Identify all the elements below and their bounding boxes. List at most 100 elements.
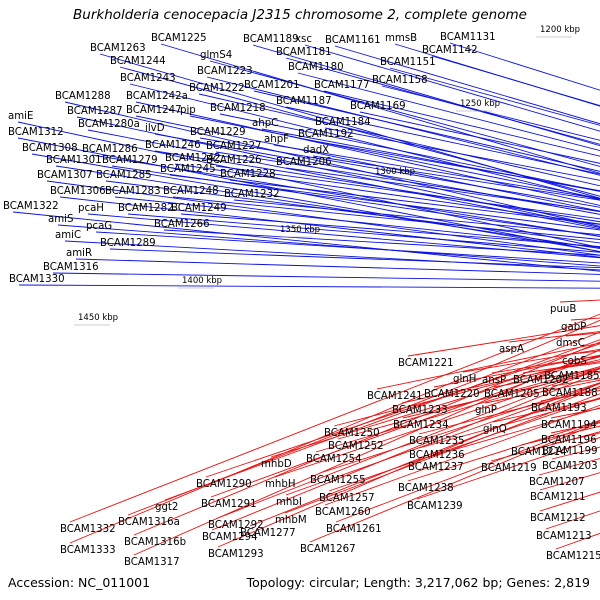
reverse-gene-label: BCAM1215 (546, 551, 600, 562)
reverse-gene-label: BCAM1257 (319, 493, 375, 504)
reverse-gene-label: BCAM1316b (124, 537, 186, 548)
reverse-gene-connector (69, 313, 600, 523)
forward-gene-label: BCAM1244 (110, 56, 166, 67)
forward-gene-label: BCAM1227 (206, 141, 262, 152)
forward-gene-connector (64, 101, 600, 227)
forward-gene-connector (359, 111, 600, 164)
reverse-gene-connector (319, 382, 600, 474)
reverse-gene-label: mhbH (265, 479, 296, 490)
reverse-gene-connector (324, 404, 600, 506)
reverse-gene-connector (285, 383, 600, 496)
forward-gene-connector (198, 93, 600, 187)
scale-tick-label: 1300 kbp (375, 167, 415, 177)
reverse-gene-connector (462, 348, 600, 373)
forward-gene-connector (154, 133, 600, 215)
forward-gene-label: BCAM1249 (171, 203, 227, 214)
forward-gene-connector (163, 229, 600, 256)
reverse-gene-label: BCAM1202 (513, 375, 569, 386)
forward-gene-connector (449, 42, 600, 91)
reverse-gene-label: BCAM1317 (124, 557, 180, 568)
forward-gene-connector (215, 165, 600, 220)
forward-gene-label: BCAM1222 (189, 83, 245, 94)
forward-gene-label: BCAM1201 (244, 80, 300, 91)
forward-gene-connector (111, 165, 600, 237)
forward-gene-label: BCAM1180 (288, 62, 344, 73)
forward-gene-label: BCAM1280a (78, 119, 140, 130)
forward-gene-label: BCAM1306 (50, 186, 106, 197)
label-connectors (12, 42, 600, 556)
forward-gene-label: BCAM1226 (206, 155, 262, 166)
reverse-gene-connector (376, 342, 600, 390)
reverse-gene-label: BCAM1238 (398, 483, 454, 494)
forward-gene-connector (297, 72, 600, 151)
forward-gene-connector (285, 167, 600, 212)
forward-gene-connector (273, 144, 600, 200)
forward-gene-label: BCAM1316 (43, 262, 99, 273)
forward-gene-connector (114, 196, 600, 248)
forward-gene-label: BCAM1288 (55, 91, 111, 102)
forward-gene-connector (87, 129, 600, 230)
forward-gene-connector (323, 90, 600, 157)
forward-gene-label: BCAM1242a (126, 91, 188, 102)
accession-text: Accession: NC_011001 (8, 575, 151, 590)
forward-gene-label: ahpC (252, 118, 278, 129)
forward-gene-label: xsc (295, 34, 312, 45)
reverse-gene-label: BCAM1234 (393, 420, 449, 431)
reverse-gene-label: BCAM1239 (407, 501, 463, 512)
forward-gene-connector (174, 163, 600, 225)
forward-gene-connector (55, 165, 600, 250)
forward-gene-label: BCAM1266 (154, 219, 210, 230)
forward-gene-connector (209, 60, 600, 167)
reverse-gene-connector (335, 420, 600, 523)
forward-gene-label: ilvD (145, 123, 165, 134)
forward-gene-label: BCAM1177 (314, 80, 370, 91)
reverse-gene-label: BCAM1277 (240, 528, 296, 539)
forward-gene-label: BCAM1243 (120, 73, 176, 84)
reverse-gene-label: BCAM1219 (481, 463, 537, 474)
forward-gene-connector (253, 90, 600, 172)
forward-gene-connector (95, 231, 600, 264)
scale-tick-label: 1450 kbp (78, 313, 118, 323)
reverse-gene-connector (217, 368, 600, 519)
reverse-gene-connector (164, 339, 600, 501)
reverse-gene-label: BCAM1291 (201, 499, 257, 510)
reverse-gene-label: dmsC (556, 338, 585, 349)
scale-tick-label: 1350 kbp (280, 225, 320, 235)
scale-tick-label: 1200 kbp (540, 25, 580, 35)
reverse-gene-connector (249, 385, 600, 527)
reverse-gene-label: BCAM1196 (541, 435, 597, 446)
forward-gene-label: BCAM1246 (145, 140, 201, 151)
reverse-gene-label: BCAM1261 (326, 524, 382, 535)
forward-gene-connector (172, 196, 600, 240)
reverse-gene-label: BCAM1332 (60, 524, 116, 535)
reverse-gene-connector (69, 319, 600, 544)
topology-summary: Topology: circular; Length: 3,217,062 bp… (246, 575, 590, 590)
forward-gene-connector (169, 174, 600, 231)
reverse-gene-connector (217, 382, 600, 548)
forward-gene-connector (229, 179, 600, 225)
forward-gene-label: BCAM1285 (96, 170, 152, 181)
forward-gene-connector (199, 137, 600, 208)
reverse-gene-label: BCAM1333 (60, 545, 116, 556)
scale-ticks: 1200 kbp 1250 kbp 1300 kbp 1350 kbp 1400 kbp… (74, 25, 580, 326)
forward-gene-connector (75, 258, 600, 275)
forward-gene-label: BCAM1184 (315, 117, 371, 128)
reverse-gene-label: BCAM1292 (208, 520, 264, 531)
forward-gene-label: BCAM1158 (372, 75, 428, 86)
forward-gene-label: pcaG (86, 221, 112, 232)
forward-gene-connector (160, 43, 600, 174)
forward-gene-label: glmS4 (200, 50, 232, 61)
reverse-gene-connector (270, 355, 600, 458)
forward-gene-connector (129, 83, 600, 201)
reverse-gene-connector (274, 368, 600, 478)
reverse-gene-label: ansP (482, 375, 506, 386)
reverse-gene-label: BCAM1254 (306, 454, 362, 465)
forward-gene-label: dadX (303, 145, 329, 156)
reverse-gene-label: puuB (550, 304, 576, 315)
forward-gene-connector (389, 67, 600, 126)
forward-gene-label: BCAM1247 (126, 105, 182, 116)
forward-gene-connector (46, 180, 600, 256)
reverse-gene-label: BCAM1235 (409, 436, 465, 447)
reverse-gene-label: BCAM1188 (542, 388, 598, 399)
gene-labels: BCAM1263 BCAM1225 glmS4 BCAM1244 BCAM1223 BCA… (3, 32, 600, 568)
